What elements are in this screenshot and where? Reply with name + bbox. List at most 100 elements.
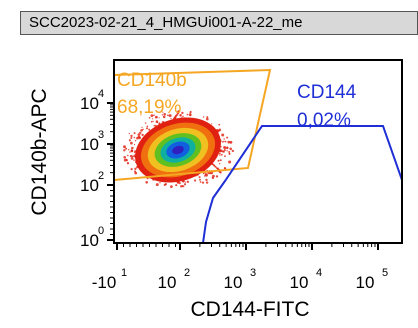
density-speck — [123, 156, 126, 159]
y-tick-label: 10 — [80, 94, 99, 113]
density-speck — [134, 170, 136, 173]
density-speck — [206, 117, 209, 121]
density-speck — [222, 150, 225, 153]
density-speck — [146, 127, 148, 130]
density-speck — [153, 114, 155, 116]
density-speck — [199, 178, 201, 181]
density-speck — [125, 147, 128, 150]
density-speck — [168, 114, 172, 118]
density-speck — [207, 172, 210, 175]
density-speck — [218, 123, 221, 126]
density-speck — [130, 149, 133, 152]
density-speck — [123, 145, 126, 149]
x-tick-label: 10 — [158, 273, 177, 292]
y-tick-exponent: 2 — [98, 170, 104, 182]
density-speck — [223, 140, 225, 142]
density-speck — [223, 149, 226, 151]
density-speck — [130, 134, 133, 138]
density-speck — [152, 120, 154, 123]
density-speck — [219, 163, 221, 165]
density-speck — [128, 139, 131, 142]
density-speck — [231, 149, 234, 153]
density-speck — [130, 157, 134, 160]
y-tick-label: 10 — [80, 135, 99, 154]
density-speck — [221, 133, 225, 137]
density-speck — [194, 179, 197, 182]
density-speck — [155, 183, 159, 187]
density-speck — [123, 158, 127, 162]
density-speck — [148, 117, 151, 119]
density-speck — [185, 181, 187, 183]
density-speck — [226, 136, 229, 139]
gate-label-cd144-name: CD144 — [297, 82, 357, 103]
x-tick-label: 10 — [290, 273, 309, 292]
density-speck — [220, 171, 222, 174]
density-speck — [134, 167, 137, 170]
density-speck — [126, 162, 130, 165]
density-speck — [161, 114, 164, 116]
density-speck — [190, 110, 192, 113]
density-level-6 — [172, 145, 184, 155]
density-speck — [134, 171, 137, 175]
density-speck — [186, 113, 189, 116]
density-speck — [219, 159, 222, 162]
density-speck — [134, 140, 137, 142]
gate-cd144 — [202, 125, 403, 244]
density-speck — [188, 113, 192, 117]
density-speck — [128, 132, 130, 135]
sample-title-bar: SCC2023-02-21_4_HMGUi001-A-22_me — [20, 11, 418, 35]
density-speck — [223, 146, 227, 150]
density-speck — [211, 176, 215, 180]
density-speck — [153, 124, 156, 127]
y-tick-label: 10 — [80, 231, 99, 250]
density-speck — [131, 155, 134, 158]
density-speck — [182, 185, 185, 188]
density-speck — [151, 118, 154, 120]
density-speck — [133, 143, 136, 146]
density-speck — [229, 147, 232, 151]
density-speck — [229, 153, 231, 155]
density-speck — [138, 136, 142, 140]
density-speck — [205, 178, 208, 182]
density-speck — [144, 122, 147, 124]
density-speck — [204, 173, 208, 176]
plot-frame — [113, 59, 403, 244]
x-tick-exponent: 2 — [184, 267, 190, 279]
density-speck — [158, 117, 160, 119]
density-speck — [148, 128, 151, 131]
density-speck — [179, 114, 182, 117]
density-speck — [223, 138, 225, 140]
density-speck — [181, 111, 184, 115]
density-speck — [154, 115, 158, 119]
x-tick-label: 10 — [356, 273, 375, 292]
density-speck — [224, 155, 226, 158]
density-speck — [136, 136, 139, 140]
density-speck — [201, 181, 205, 184]
x-tick-exponent: 3 — [250, 267, 256, 279]
density-speck — [215, 175, 219, 178]
density-speck — [203, 175, 206, 177]
density-speck — [199, 181, 202, 183]
density-speck — [218, 128, 222, 132]
density-speck — [222, 141, 224, 143]
density-speck — [146, 125, 149, 128]
density-speck — [164, 183, 167, 186]
density-speck — [227, 140, 231, 144]
density-speck — [218, 152, 221, 155]
density-speck — [170, 185, 173, 189]
sample-title: SCC2023-02-21_4_HMGUi001-A-22_me — [29, 14, 303, 31]
density-speck — [226, 147, 229, 149]
density-speck — [150, 114, 154, 117]
density-speck — [182, 115, 184, 118]
density-speck — [170, 118, 172, 120]
y-tick-exponent: 0 — [98, 225, 104, 237]
density-speck — [159, 182, 161, 184]
density-speck — [229, 141, 232, 144]
density-speck — [131, 146, 134, 150]
density-speck — [140, 129, 143, 132]
density-speck — [130, 168, 133, 171]
density-speck — [125, 158, 128, 161]
x-tick-exponent: 4 — [316, 267, 322, 279]
density-speck — [220, 146, 222, 148]
density-speck — [128, 149, 130, 151]
